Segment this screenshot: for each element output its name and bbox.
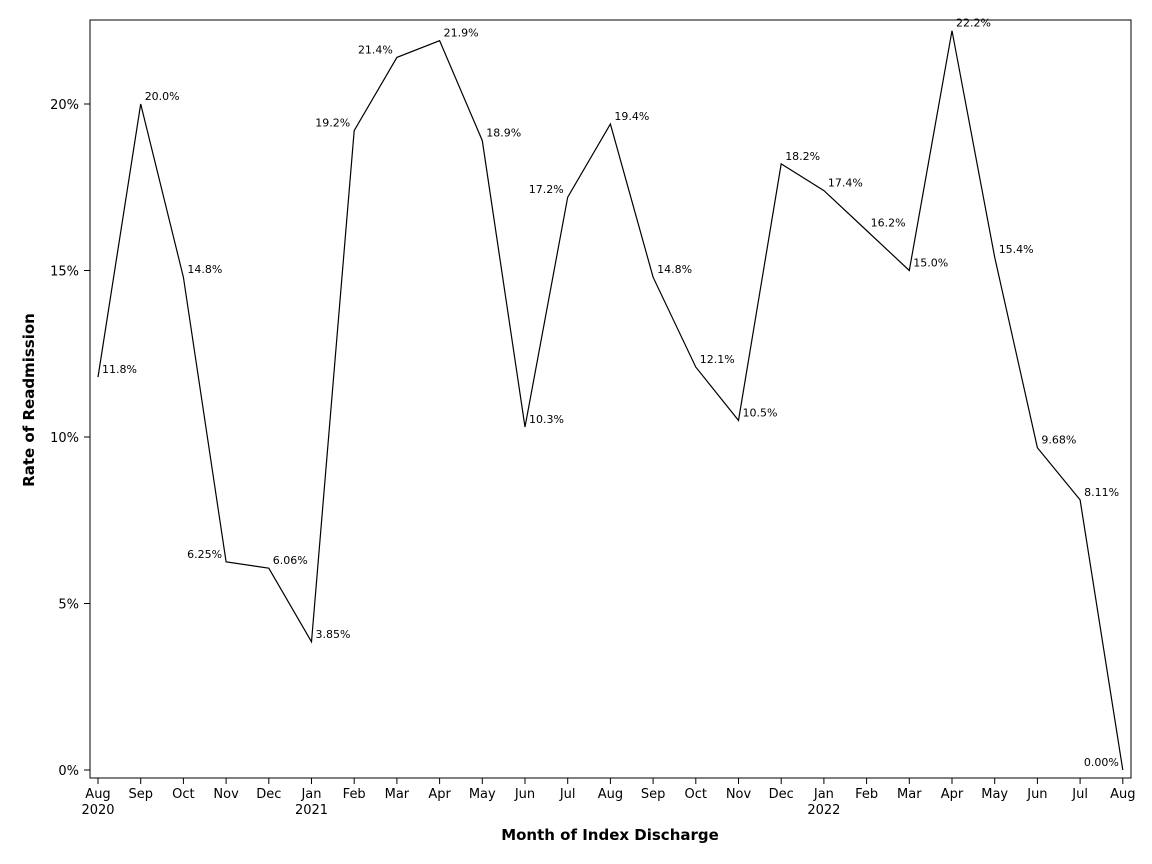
x-tick-year-label: 2020	[81, 803, 114, 818]
data-label: 10.5%	[743, 406, 778, 419]
x-tick-label: Dec	[769, 787, 794, 802]
data-label: 17.4%	[828, 177, 863, 190]
y-tick-label: 15%	[50, 265, 79, 280]
x-tick-label: Oct	[172, 787, 194, 802]
x-tick-label: Jul	[1071, 787, 1088, 802]
data-label: 3.85%	[316, 628, 351, 641]
data-label: 19.2%	[315, 117, 350, 130]
x-tick-label: Nov	[213, 787, 239, 802]
x-axis-title: Month of Index Discharge	[501, 826, 719, 844]
x-tick-label: Jun	[1026, 787, 1047, 802]
x-tick-label: Sep	[128, 787, 153, 802]
x-tick-year-label: 2022	[807, 803, 840, 818]
data-label: 20.0%	[145, 90, 180, 103]
x-tick-label: Jun	[514, 787, 535, 802]
y-tick-label: 5%	[58, 598, 79, 613]
data-label: 15.0%	[913, 257, 948, 270]
data-label: 15.4%	[999, 243, 1034, 256]
x-tick-label: Feb	[855, 787, 878, 802]
x-tick-label: May	[981, 787, 1008, 802]
data-label: 6.06%	[273, 554, 308, 567]
data-label: 14.8%	[657, 263, 692, 276]
data-label: 6.25%	[187, 548, 222, 561]
y-tick-label: 0%	[58, 764, 79, 779]
data-label: 8.11%	[1084, 486, 1119, 499]
x-tick-label: Aug	[1110, 787, 1135, 802]
x-tick-label: Aug	[598, 787, 623, 802]
data-label: 0.00%	[1084, 756, 1119, 769]
y-tick-label: 10%	[50, 431, 79, 446]
data-label: 21.9%	[444, 27, 479, 40]
data-label: 12.1%	[700, 353, 735, 366]
x-tick-label: Jul	[559, 787, 576, 802]
data-label: 16.2%	[871, 217, 906, 230]
x-tick-label: Sep	[641, 787, 666, 802]
x-tick-label: May	[469, 787, 496, 802]
x-tick-label: Mar	[385, 787, 410, 802]
x-tick-label: Feb	[343, 787, 366, 802]
data-label: 14.8%	[187, 263, 222, 276]
data-label: 9.68%	[1041, 434, 1076, 447]
x-tick-label: Apr	[941, 787, 964, 802]
data-label: 11.8%	[102, 363, 137, 376]
x-tick-label: Dec	[256, 787, 281, 802]
x-tick-label: Mar	[897, 787, 922, 802]
data-label: 22.2%	[956, 17, 991, 30]
y-axis-title: Rate of Readmission	[20, 313, 38, 487]
y-tick-label: 20%	[50, 98, 79, 113]
x-tick-label: Apr	[428, 787, 451, 802]
x-tick-year-label: 2021	[295, 803, 328, 818]
x-tick-label: Aug	[85, 787, 110, 802]
data-label: 18.9%	[486, 127, 521, 140]
data-labels: 11.8% 20.0% 14.8% 6.25% 6.06% 3.85% 19.2% 21.4%…	[102, 17, 1119, 769]
data-label: 10.3%	[529, 413, 564, 426]
data-label: 17.2%	[529, 183, 564, 196]
data-label: 21.4%	[358, 43, 393, 56]
y-axis: 0% 5% 10% 15% 20%	[50, 98, 90, 779]
x-tick-label: Oct	[685, 787, 707, 802]
x-tick-label: Jan	[813, 787, 834, 802]
x-tick-label: Jan	[300, 787, 321, 802]
data-label: 19.4%	[614, 110, 649, 123]
plot-frame	[89, 19, 1132, 779]
x-tick-label: Nov	[726, 787, 752, 802]
data-label: 18.2%	[785, 150, 820, 163]
series-line	[97, 30, 1124, 771]
